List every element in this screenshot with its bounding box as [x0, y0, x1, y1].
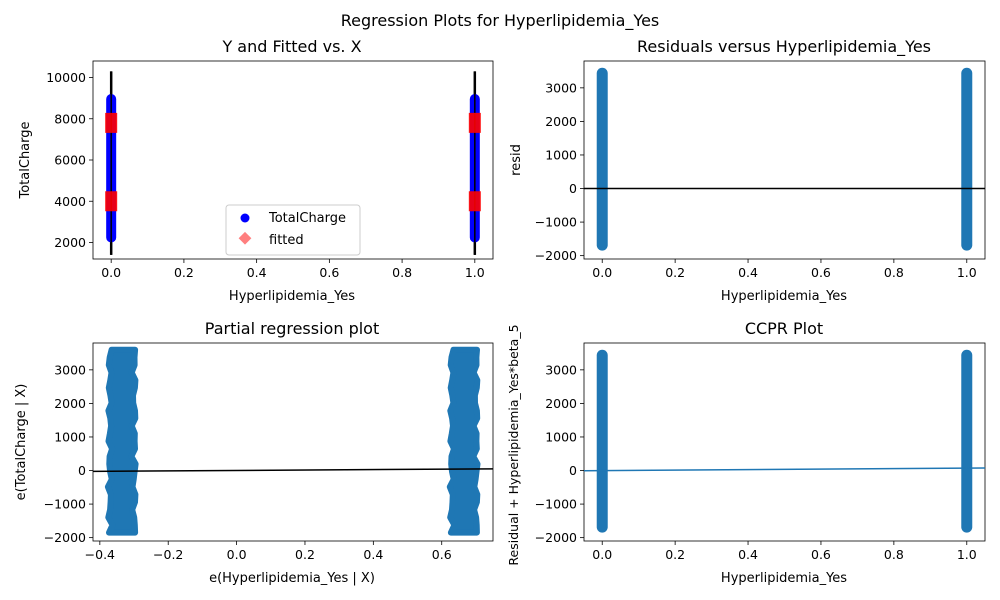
panel-1-title: Y and Fitted vs. X [221, 37, 361, 56]
ccpr-points-1 [961, 349, 973, 533]
partial-cluster-0 [104, 346, 139, 536]
xtick-label-1-0: 0.0 [101, 265, 121, 280]
panel-ccpr: CCPR Plot Hyperlipidemia_Yes Residual + … [506, 319, 986, 586]
panel-1-plot: 0.0 0.2 0.4 0.6 0.8 1.0 2000 4000 6000 8000 10000 [46, 60, 494, 280]
xtick-label-4-1: 0.2 [665, 547, 685, 562]
panel-3-plot: −0.4 −0.2 0.0 0.2 0.4 0.6 −2000 −1000 0 1000 2000 3… [44, 342, 494, 562]
partial-cluster-1 [446, 346, 481, 536]
resid-points-0 [596, 67, 608, 251]
panel-4-title: CCPR Plot [745, 319, 823, 338]
ccpr-points-0 [596, 349, 608, 533]
panel-4-plot: 0.0 0.2 0.4 0.6 0.8 1.0 −2000 −1000 0 1000 2000 300… [535, 342, 986, 562]
panel-y-fitted-vs-x: Y and Fitted vs. X Hyperlipidemia_Yes To… [18, 37, 494, 304]
legend-marker-fitted [238, 231, 252, 245]
xtick-label-4-3: 0.6 [811, 547, 831, 562]
xtick-label-3-0: −0.4 [85, 547, 115, 562]
xtick-label-2-1: 0.2 [665, 265, 685, 280]
xtick-label-2-3: 0.6 [811, 265, 831, 280]
ytick-label-1-2: 6000 [54, 153, 86, 168]
xtick-label-4-4: 0.8 [884, 547, 904, 562]
ytick-label-2-4: 2000 [545, 114, 577, 129]
legend-label-totalcharge: TotalCharge [268, 211, 346, 226]
xtick-label-3-1: −0.2 [153, 547, 183, 562]
xtick-label-1-2: 0.4 [247, 265, 267, 280]
ytick-label-3-0: −2000 [44, 530, 86, 545]
xtick-label-1-1: 0.2 [174, 265, 194, 280]
axes-frame-2 [583, 60, 986, 260]
ytick-label-3-5: 3000 [54, 362, 86, 377]
xtick-label-2-2: 0.4 [738, 265, 758, 280]
ytick-label-1-0: 2000 [54, 235, 86, 250]
xtick-label-1-5: 1.0 [465, 265, 485, 280]
ytick-label-4-4: 2000 [545, 396, 577, 411]
ytick-label-4-2: 0 [569, 463, 577, 478]
xtick-label-3-5: 0.6 [432, 547, 452, 562]
legend-label-fitted: fitted [269, 233, 304, 248]
fitted-point-0-0 [105, 191, 118, 212]
fitted-point-1-0 [468, 191, 481, 212]
xtick-label-2-5: 1.0 [957, 265, 977, 280]
xtick-label-4-5: 1.0 [957, 547, 977, 562]
fitted-point-0-1 [105, 112, 118, 133]
ytick-label-4-0: −2000 [535, 530, 577, 545]
ytick-label-3-4: 2000 [54, 396, 86, 411]
ytick-label-2-0: −2000 [535, 248, 577, 263]
ytick-label-2-3: 1000 [545, 147, 577, 162]
panel-2-plot: 0.0 0.2 0.4 0.6 0.8 1.0 −2000 −1000 0 1000 2000 300… [535, 60, 986, 280]
panel-2-ylabel: resid [509, 144, 524, 176]
panel-3-xlabel: e(Hyperlipidemia_Yes | X) [209, 571, 375, 586]
ytick-label-1-1: 4000 [54, 194, 86, 209]
panel-1-xlabel: Hyperlipidemia_Yes [229, 289, 355, 304]
ytick-label-1-3: 8000 [54, 111, 86, 126]
ccpr-fit-line [583, 467, 986, 472]
axes-frame-4 [583, 342, 986, 542]
xtick-label-1-4: 0.8 [392, 265, 412, 280]
legend: TotalCharge fitted [225, 204, 361, 256]
ytick-label-2-5: 3000 [545, 80, 577, 95]
panel-3-ylabel: e(TotalCharge | X) [14, 384, 29, 501]
xtick-label-3-3: 0.2 [295, 547, 315, 562]
panel-4-xlabel: Hyperlipidemia_Yes [721, 571, 847, 586]
xtick-label-2-4: 0.8 [884, 265, 904, 280]
ytick-label-3-3: 1000 [54, 429, 86, 444]
panel-residuals: Residuals versus Hyperlipidemia_Yes Hype… [509, 37, 986, 304]
panel-2-title: Residuals versus Hyperlipidemia_Yes [637, 37, 931, 57]
panel-2-xlabel: Hyperlipidemia_Yes [721, 289, 847, 304]
legend-marker-totalcharge [240, 213, 250, 223]
xtick-label-2-0: 0.0 [592, 265, 612, 280]
ytick-label-4-3: 1000 [545, 429, 577, 444]
panel-3-title: Partial regression plot [205, 319, 379, 338]
ytick-label-1-4: 10000 [46, 70, 86, 85]
resid-points-1 [961, 67, 973, 251]
ytick-label-3-2: 0 [78, 463, 86, 478]
xtick-label-1-3: 0.6 [319, 265, 339, 280]
xtick-label-3-4: 0.4 [363, 547, 383, 562]
ytick-label-3-1: −1000 [44, 497, 86, 512]
ytick-label-2-2: 0 [569, 181, 577, 196]
xtick-label-4-0: 0.0 [592, 547, 612, 562]
axes-frame-3 [92, 342, 494, 542]
figure-suptitle: Regression Plots for Hyperlipidemia_Yes [341, 11, 660, 31]
fitted-point-1-1 [468, 112, 481, 133]
xtick-label-4-2: 0.4 [738, 547, 758, 562]
ytick-label-4-5: 3000 [545, 362, 577, 377]
panel-1-ylabel: TotalCharge [18, 121, 33, 199]
panel-partial-regression: Partial regression plot e(Hyperlipidemia… [14, 319, 494, 586]
ytick-label-4-1: −1000 [535, 497, 577, 512]
partial-fit-line [92, 468, 494, 473]
xtick-label-3-2: 0.0 [227, 547, 247, 562]
legend-box [225, 204, 361, 256]
panel-4-ylabel: Residual + Hyperlipidemia_Yes*beta_5 [506, 324, 521, 565]
ytick-label-2-1: −1000 [535, 215, 577, 230]
